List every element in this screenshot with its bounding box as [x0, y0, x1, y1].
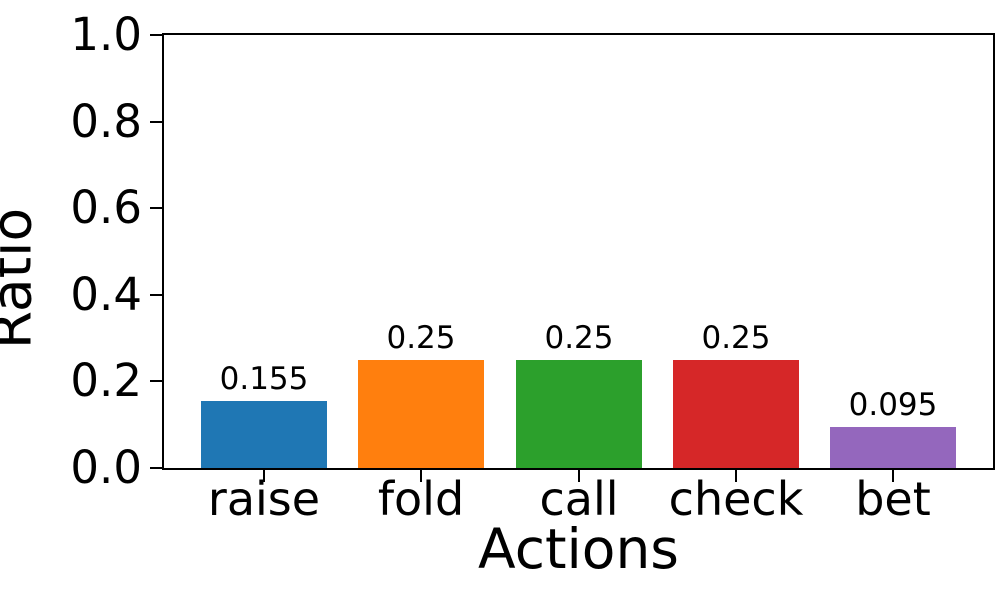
bar-value-label: 0.25 — [544, 320, 614, 356]
y-tick-label: 0.6 — [70, 181, 142, 235]
y-tick-label: 0.8 — [70, 94, 142, 148]
x-tick-label: check — [668, 472, 804, 526]
y-tick — [150, 467, 162, 469]
x-tick-label: call — [539, 472, 619, 526]
x-tick-label: fold — [377, 472, 465, 526]
bar — [516, 360, 642, 468]
bar — [201, 401, 327, 468]
bar-value-label: 0.25 — [386, 320, 456, 356]
x-tick-label: raise — [207, 472, 321, 526]
y-tick-label: 0.0 — [70, 441, 142, 494]
bar-value-label: 0.095 — [848, 387, 938, 423]
x-tick — [420, 470, 422, 482]
bar-value-label: 0.155 — [219, 361, 309, 397]
y-tick — [150, 120, 162, 123]
y-tick-label: 0.4 — [70, 267, 142, 321]
y-tick — [150, 293, 162, 296]
bar — [673, 360, 799, 468]
x-axis-label: Actions — [478, 517, 679, 581]
x-tick — [263, 470, 265, 482]
plot-area: Ratio 0.0 0.2 0.4 0.6 0.8 1.0 0.155 raise 0.25 fo… — [0, 9, 995, 522]
x-tick — [735, 470, 737, 482]
y-tick — [150, 207, 162, 210]
x-tick — [892, 470, 894, 482]
x-tick — [578, 470, 580, 482]
bar — [830, 427, 956, 468]
bar — [358, 360, 484, 468]
x-tick-label: bet — [855, 472, 931, 526]
bar-value-label: 0.25 — [701, 320, 771, 356]
y-tick — [150, 34, 162, 36]
y-tick-label: 0.2 — [70, 354, 142, 408]
y-tick-label: 1.0 — [70, 8, 142, 61]
y-tick — [150, 380, 162, 383]
